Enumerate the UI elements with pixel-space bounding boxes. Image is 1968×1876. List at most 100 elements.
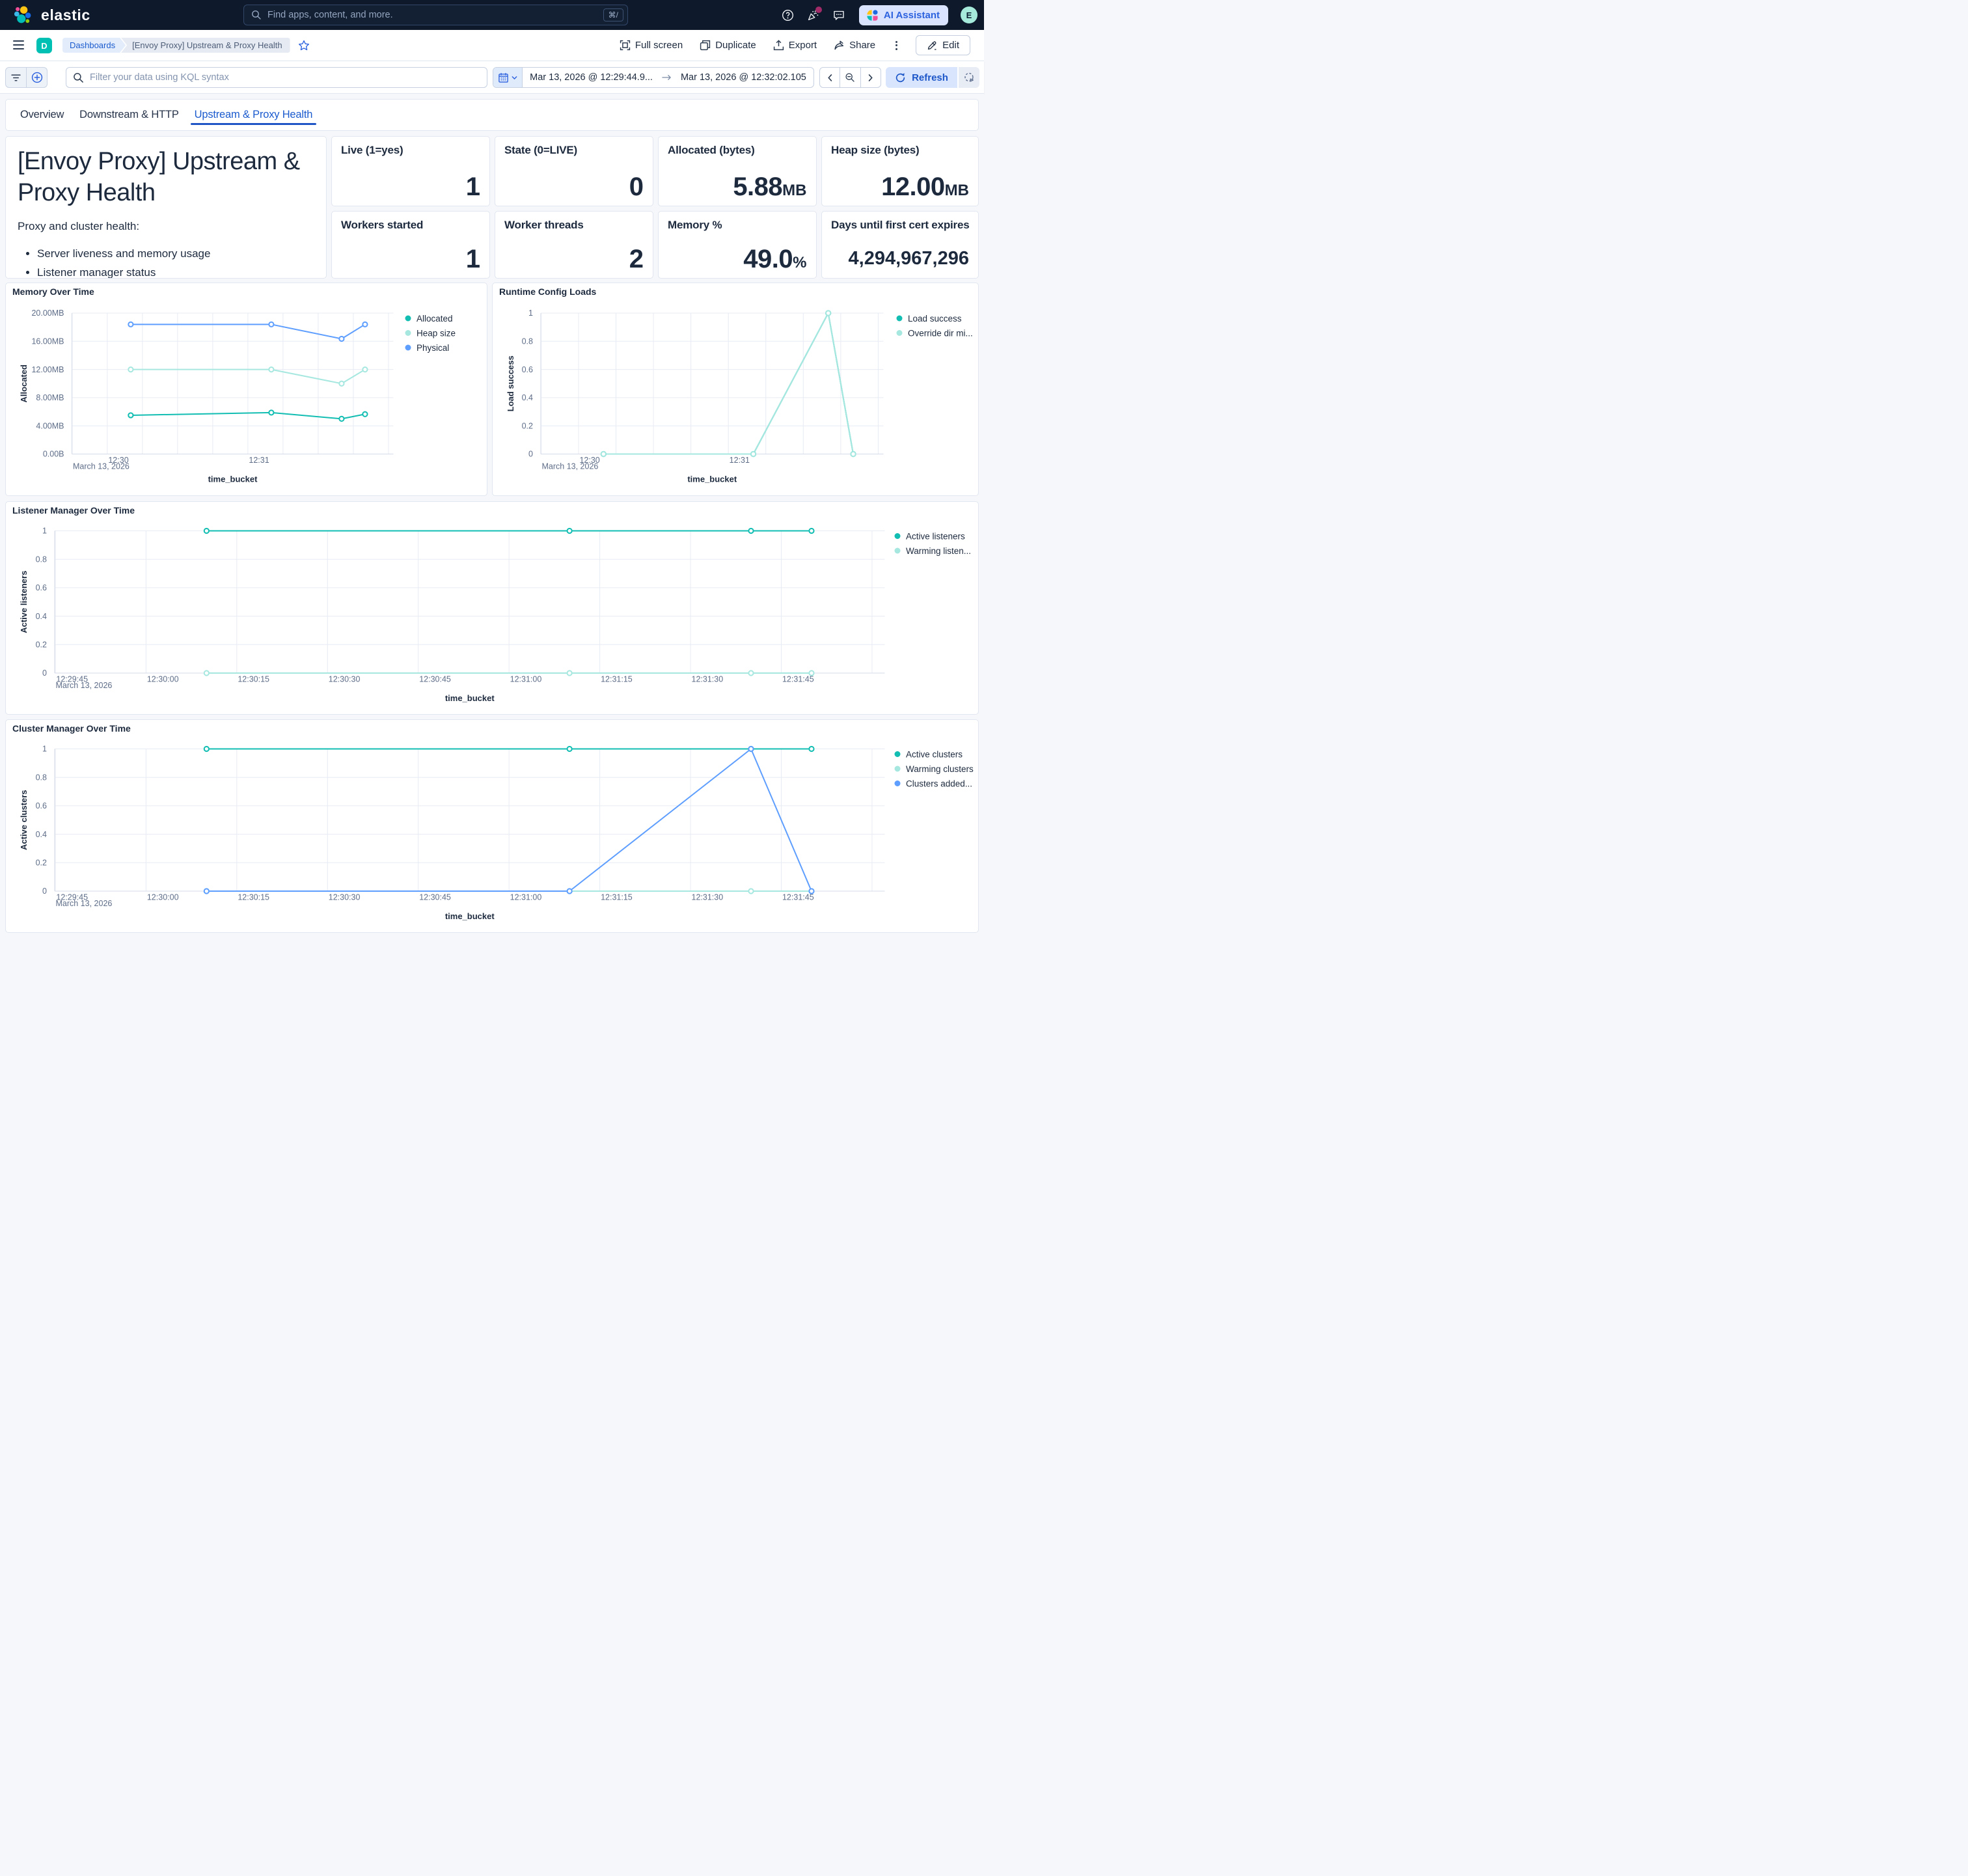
- filter-menu-button[interactable]: [6, 68, 26, 87]
- svg-text:March 13, 2026: March 13, 2026: [73, 462, 130, 471]
- svg-text:12:31:00: 12:31:00: [510, 675, 542, 684]
- chevron-right-icon: [869, 74, 873, 81]
- dashboard-grid: Overview Downstream & HTTP Upstream & Pr…: [0, 94, 984, 938]
- metric-panel-days-cert-expires[interactable]: Days until first cert expires 4,294,967,…: [821, 211, 979, 279]
- share-icon: [834, 40, 844, 50]
- news-badge-dot: [815, 7, 822, 13]
- feedback-button[interactable]: [832, 8, 845, 21]
- svg-text:March 13, 2026: March 13, 2026: [56, 899, 113, 908]
- menu-button[interactable]: [13, 40, 24, 49]
- help-button[interactable]: [782, 8, 795, 21]
- svg-text:0.8: 0.8: [36, 555, 47, 564]
- svg-text:0.8: 0.8: [522, 337, 533, 346]
- svg-text:0.00B: 0.00B: [43, 450, 64, 459]
- query-bar: Filter your data using KQL syntax Mar 13…: [0, 61, 984, 94]
- date-picker-menu-button[interactable]: [493, 68, 523, 87]
- svg-text:0.4: 0.4: [36, 830, 47, 839]
- chart-panel-cluster-manager[interactable]: Cluster Manager Over Time 0 0.2 0.4 0.6 0.8 1…: [5, 719, 979, 933]
- metric-panel-heap-size[interactable]: Heap size (bytes) 12.00MB: [821, 136, 979, 206]
- date-range-end[interactable]: Mar 13, 2026 @ 12:32:02.105: [680, 72, 806, 83]
- dashboard-links-panel: Overview Downstream & HTTP Upstream & Pr…: [5, 99, 979, 131]
- refresh-button[interactable]: Refresh: [886, 67, 957, 88]
- time-zoom-out-button[interactable]: [840, 68, 860, 87]
- global-search-input[interactable]: Find apps, content, and more. ⌘/: [243, 5, 628, 25]
- metric-panel-memory-pct[interactable]: Memory % 49.0%: [658, 211, 817, 279]
- auto-refresh-button[interactable]: [959, 67, 979, 88]
- svg-text:12:30: 12:30: [108, 456, 128, 465]
- time-back-button[interactable]: [820, 68, 840, 87]
- more-options-button[interactable]: [891, 40, 901, 51]
- listener-manager-chart: 0 0.2 0.4 0.6 0.8 1 12:29:45 12:30:00 12:30:15 12…: [6, 502, 978, 717]
- svg-text:12:31: 12:31: [249, 456, 269, 465]
- svg-text:1: 1: [528, 309, 533, 318]
- export-button[interactable]: Export: [773, 40, 817, 51]
- time-forward-button[interactable]: [860, 68, 881, 87]
- metric-panel-worker-threads[interactable]: Worker threads 2: [495, 211, 653, 279]
- search-icon: [74, 72, 83, 83]
- tab-overview[interactable]: Overview: [20, 109, 64, 120]
- chart-panel-runtime-config-loads[interactable]: Runtime Config Loads 0 0.2 0.4 0.6 0.8 1 12:30…: [492, 283, 979, 496]
- breadcrumb: Dashboards [Envoy Proxy] Upstream & Prox…: [62, 38, 310, 53]
- svg-text:Warming clusters: Warming clusters: [906, 764, 974, 774]
- metric-panel-live[interactable]: Live (1=yes) 1: [331, 136, 490, 206]
- plus-circle-icon: [31, 72, 42, 83]
- svg-text:0.2: 0.2: [36, 859, 47, 868]
- dashboard-toolbar: D Dashboards [Envoy Proxy] Upstream & Pr…: [0, 30, 984, 61]
- svg-text:0.2: 0.2: [522, 421, 533, 430]
- svg-text:0.4: 0.4: [522, 393, 533, 402]
- elastic-logo[interactable]: elastic: [14, 0, 90, 30]
- svg-text:time_bucket: time_bucket: [687, 475, 737, 484]
- ai-assistant-button[interactable]: AI Assistant: [858, 5, 948, 25]
- kql-placeholder: Filter your data using KQL syntax: [90, 72, 229, 83]
- edit-button[interactable]: Edit: [916, 35, 970, 55]
- tab-downstream-http[interactable]: Downstream & HTTP: [79, 109, 179, 120]
- ai-assistant-label: AI Assistant: [883, 9, 940, 21]
- filter-icon: [11, 74, 21, 81]
- full-screen-button[interactable]: Full screen: [620, 40, 683, 51]
- elastic-logo-icon: [14, 6, 31, 23]
- svg-text:Active clusters: Active clusters: [906, 749, 963, 759]
- svg-text:time_bucket: time_bucket: [445, 693, 495, 703]
- svg-text:12:30:45: 12:30:45: [419, 675, 451, 684]
- news-party-popper-icon: [808, 10, 819, 21]
- share-button[interactable]: Share: [834, 40, 875, 51]
- news-button[interactable]: [807, 7, 822, 21]
- svg-text:Warming listen...: Warming listen...: [906, 546, 971, 556]
- markdown-bullet-list: Server liveness and memory usage Listene…: [18, 244, 314, 278]
- ai-assistant-icon: [867, 9, 878, 21]
- brand-wordmark: elastic: [41, 6, 90, 23]
- date-picker: Mar 13, 2026 @ 12:29:44.9... Mar 13, 202…: [493, 67, 814, 88]
- metric-panel-workers-started[interactable]: Workers started 1: [331, 211, 490, 279]
- help-icon: [782, 9, 794, 21]
- duplicate-button[interactable]: Duplicate: [700, 40, 756, 51]
- add-filter-button[interactable]: [26, 68, 47, 87]
- user-avatar[interactable]: E: [961, 7, 977, 23]
- breadcrumb-dashboards[interactable]: Dashboards: [62, 38, 126, 53]
- svg-text:12:30:45: 12:30:45: [419, 893, 451, 902]
- refresh-icon: [895, 72, 905, 82]
- runtime-config-loads-chart: 0 0.2 0.4 0.6 0.8 1 12:30 12:31 March 13, 2026 ti…: [493, 283, 978, 499]
- memory-over-time-chart: 0.00B 4.00MB 8.00MB 12.00MB 16.00MB 20.00MB 12…: [6, 283, 487, 499]
- date-range-start[interactable]: Mar 13, 2026 @ 12:29:44.9...: [530, 72, 653, 83]
- svg-text:12:30:15: 12:30:15: [238, 675, 269, 684]
- svg-text:Active listeners: Active listeners: [19, 571, 29, 633]
- svg-text:Clusters added...: Clusters added...: [906, 779, 972, 788]
- markdown-bullet: Listener manager status: [37, 263, 314, 278]
- svg-text:8.00MB: 8.00MB: [36, 393, 64, 402]
- auto-refresh-icon: [964, 72, 974, 82]
- metric-panel-state[interactable]: State (0=LIVE) 0: [495, 136, 653, 206]
- metric-panel-allocated[interactable]: Allocated (bytes) 5.88MB: [658, 136, 817, 206]
- svg-text:12:31:30: 12:31:30: [692, 893, 724, 902]
- chart-panel-memory-over-time[interactable]: Memory Over Time 0.00B 4.00MB 8.00MB 12.00M…: [5, 283, 487, 496]
- favorite-star-button[interactable]: [298, 40, 310, 51]
- kql-query-input[interactable]: Filter your data using KQL syntax: [66, 67, 487, 88]
- svg-text:12:31: 12:31: [730, 456, 750, 465]
- svg-text:0.4: 0.4: [36, 612, 47, 621]
- svg-text:12:30:30: 12:30:30: [329, 675, 361, 684]
- space-badge[interactable]: D: [36, 38, 52, 53]
- calendar-icon: [498, 72, 508, 83]
- search-icon: [252, 10, 261, 20]
- global-header: elastic Find apps, content, and more. ⌘/: [0, 0, 984, 30]
- chart-panel-listener-manager[interactable]: Listener Manager Over Time 0 0.2 0.4 0.6 0.8…: [5, 501, 979, 715]
- tab-upstream-proxy-health[interactable]: Upstream & Proxy Health: [190, 100, 317, 130]
